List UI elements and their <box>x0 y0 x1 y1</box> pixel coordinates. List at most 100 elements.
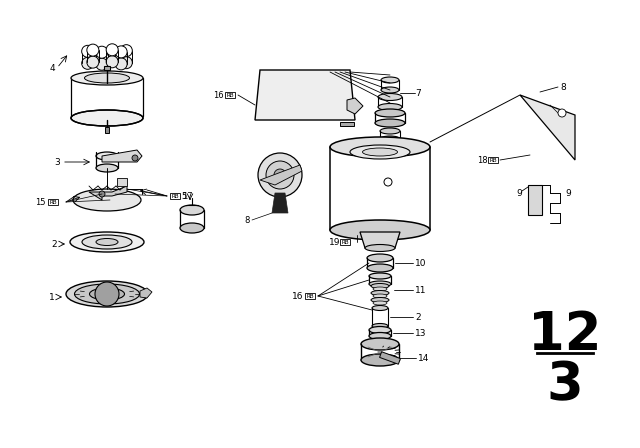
Ellipse shape <box>362 148 397 156</box>
Circle shape <box>99 191 105 197</box>
Ellipse shape <box>375 109 405 117</box>
Ellipse shape <box>71 71 143 85</box>
Ellipse shape <box>371 284 389 289</box>
Ellipse shape <box>361 354 399 366</box>
Ellipse shape <box>71 110 143 126</box>
Text: 4: 4 <box>49 64 55 73</box>
Ellipse shape <box>96 238 118 246</box>
Ellipse shape <box>381 77 399 83</box>
Ellipse shape <box>365 245 395 251</box>
Circle shape <box>558 109 566 117</box>
Text: RB: RB <box>307 293 314 298</box>
Circle shape <box>82 45 93 57</box>
Ellipse shape <box>330 220 430 240</box>
Circle shape <box>95 282 119 306</box>
Circle shape <box>106 56 118 68</box>
Text: 7: 7 <box>415 89 420 98</box>
Ellipse shape <box>369 332 391 340</box>
Ellipse shape <box>82 235 132 249</box>
Circle shape <box>120 45 132 57</box>
Text: 3: 3 <box>54 158 60 167</box>
Polygon shape <box>380 352 401 364</box>
Text: 8: 8 <box>244 215 250 224</box>
Bar <box>117 178 127 186</box>
Text: 3: 3 <box>547 359 584 411</box>
Ellipse shape <box>330 137 430 157</box>
Circle shape <box>96 58 108 70</box>
Ellipse shape <box>361 338 399 350</box>
Text: RB: RB <box>49 199 57 204</box>
Polygon shape <box>89 186 127 200</box>
Text: 2: 2 <box>415 313 420 322</box>
Circle shape <box>120 57 132 69</box>
Ellipse shape <box>371 290 389 296</box>
Text: 17: 17 <box>182 191 193 201</box>
Text: 12: 12 <box>528 309 602 361</box>
Text: RB: RB <box>489 158 497 163</box>
Circle shape <box>132 155 138 161</box>
Polygon shape <box>102 150 142 162</box>
Ellipse shape <box>96 152 118 160</box>
Bar <box>105 127 109 133</box>
Text: 15: 15 <box>35 198 46 207</box>
Circle shape <box>96 46 108 58</box>
Circle shape <box>87 44 99 56</box>
Ellipse shape <box>380 136 400 142</box>
Ellipse shape <box>369 273 391 279</box>
Text: 18: 18 <box>477 155 488 164</box>
Circle shape <box>258 153 302 197</box>
Ellipse shape <box>90 288 125 300</box>
Circle shape <box>87 56 99 68</box>
Text: RB: RB <box>341 240 349 245</box>
Text: 8: 8 <box>560 82 566 91</box>
Circle shape <box>106 44 118 56</box>
Text: 5: 5 <box>182 191 187 201</box>
Polygon shape <box>347 98 363 114</box>
Ellipse shape <box>369 327 391 333</box>
Ellipse shape <box>372 323 388 328</box>
Text: 16: 16 <box>291 292 303 301</box>
Bar <box>528 185 542 215</box>
Text: 9: 9 <box>565 189 571 198</box>
Ellipse shape <box>96 164 118 172</box>
Ellipse shape <box>70 232 144 252</box>
Ellipse shape <box>73 189 141 211</box>
Text: 16: 16 <box>213 90 224 99</box>
Circle shape <box>82 57 93 69</box>
Ellipse shape <box>372 306 388 310</box>
Polygon shape <box>520 95 575 160</box>
Ellipse shape <box>367 264 393 272</box>
Text: 11: 11 <box>415 285 426 294</box>
Text: 19: 19 <box>328 237 340 246</box>
Ellipse shape <box>373 301 387 305</box>
Polygon shape <box>272 193 288 213</box>
Ellipse shape <box>375 119 405 127</box>
Ellipse shape <box>367 254 393 262</box>
Polygon shape <box>260 165 302 185</box>
Text: RB: RB <box>172 194 179 198</box>
Polygon shape <box>255 70 355 120</box>
Ellipse shape <box>369 281 391 287</box>
Circle shape <box>274 169 286 181</box>
Ellipse shape <box>381 87 399 93</box>
Ellipse shape <box>180 205 204 215</box>
Ellipse shape <box>378 94 402 100</box>
Circle shape <box>266 161 294 189</box>
Ellipse shape <box>66 281 148 307</box>
Ellipse shape <box>180 223 204 233</box>
Text: 14: 14 <box>418 353 429 362</box>
Ellipse shape <box>378 103 402 111</box>
Polygon shape <box>140 288 152 298</box>
Ellipse shape <box>373 294 387 298</box>
Ellipse shape <box>74 284 140 304</box>
Circle shape <box>115 58 127 70</box>
Ellipse shape <box>371 297 389 302</box>
Circle shape <box>115 46 127 58</box>
Ellipse shape <box>373 287 387 291</box>
Ellipse shape <box>380 128 400 134</box>
Text: 2: 2 <box>51 240 57 249</box>
Ellipse shape <box>84 73 129 83</box>
Text: 10: 10 <box>415 258 426 267</box>
Bar <box>340 122 354 126</box>
Text: 13: 13 <box>415 328 426 337</box>
